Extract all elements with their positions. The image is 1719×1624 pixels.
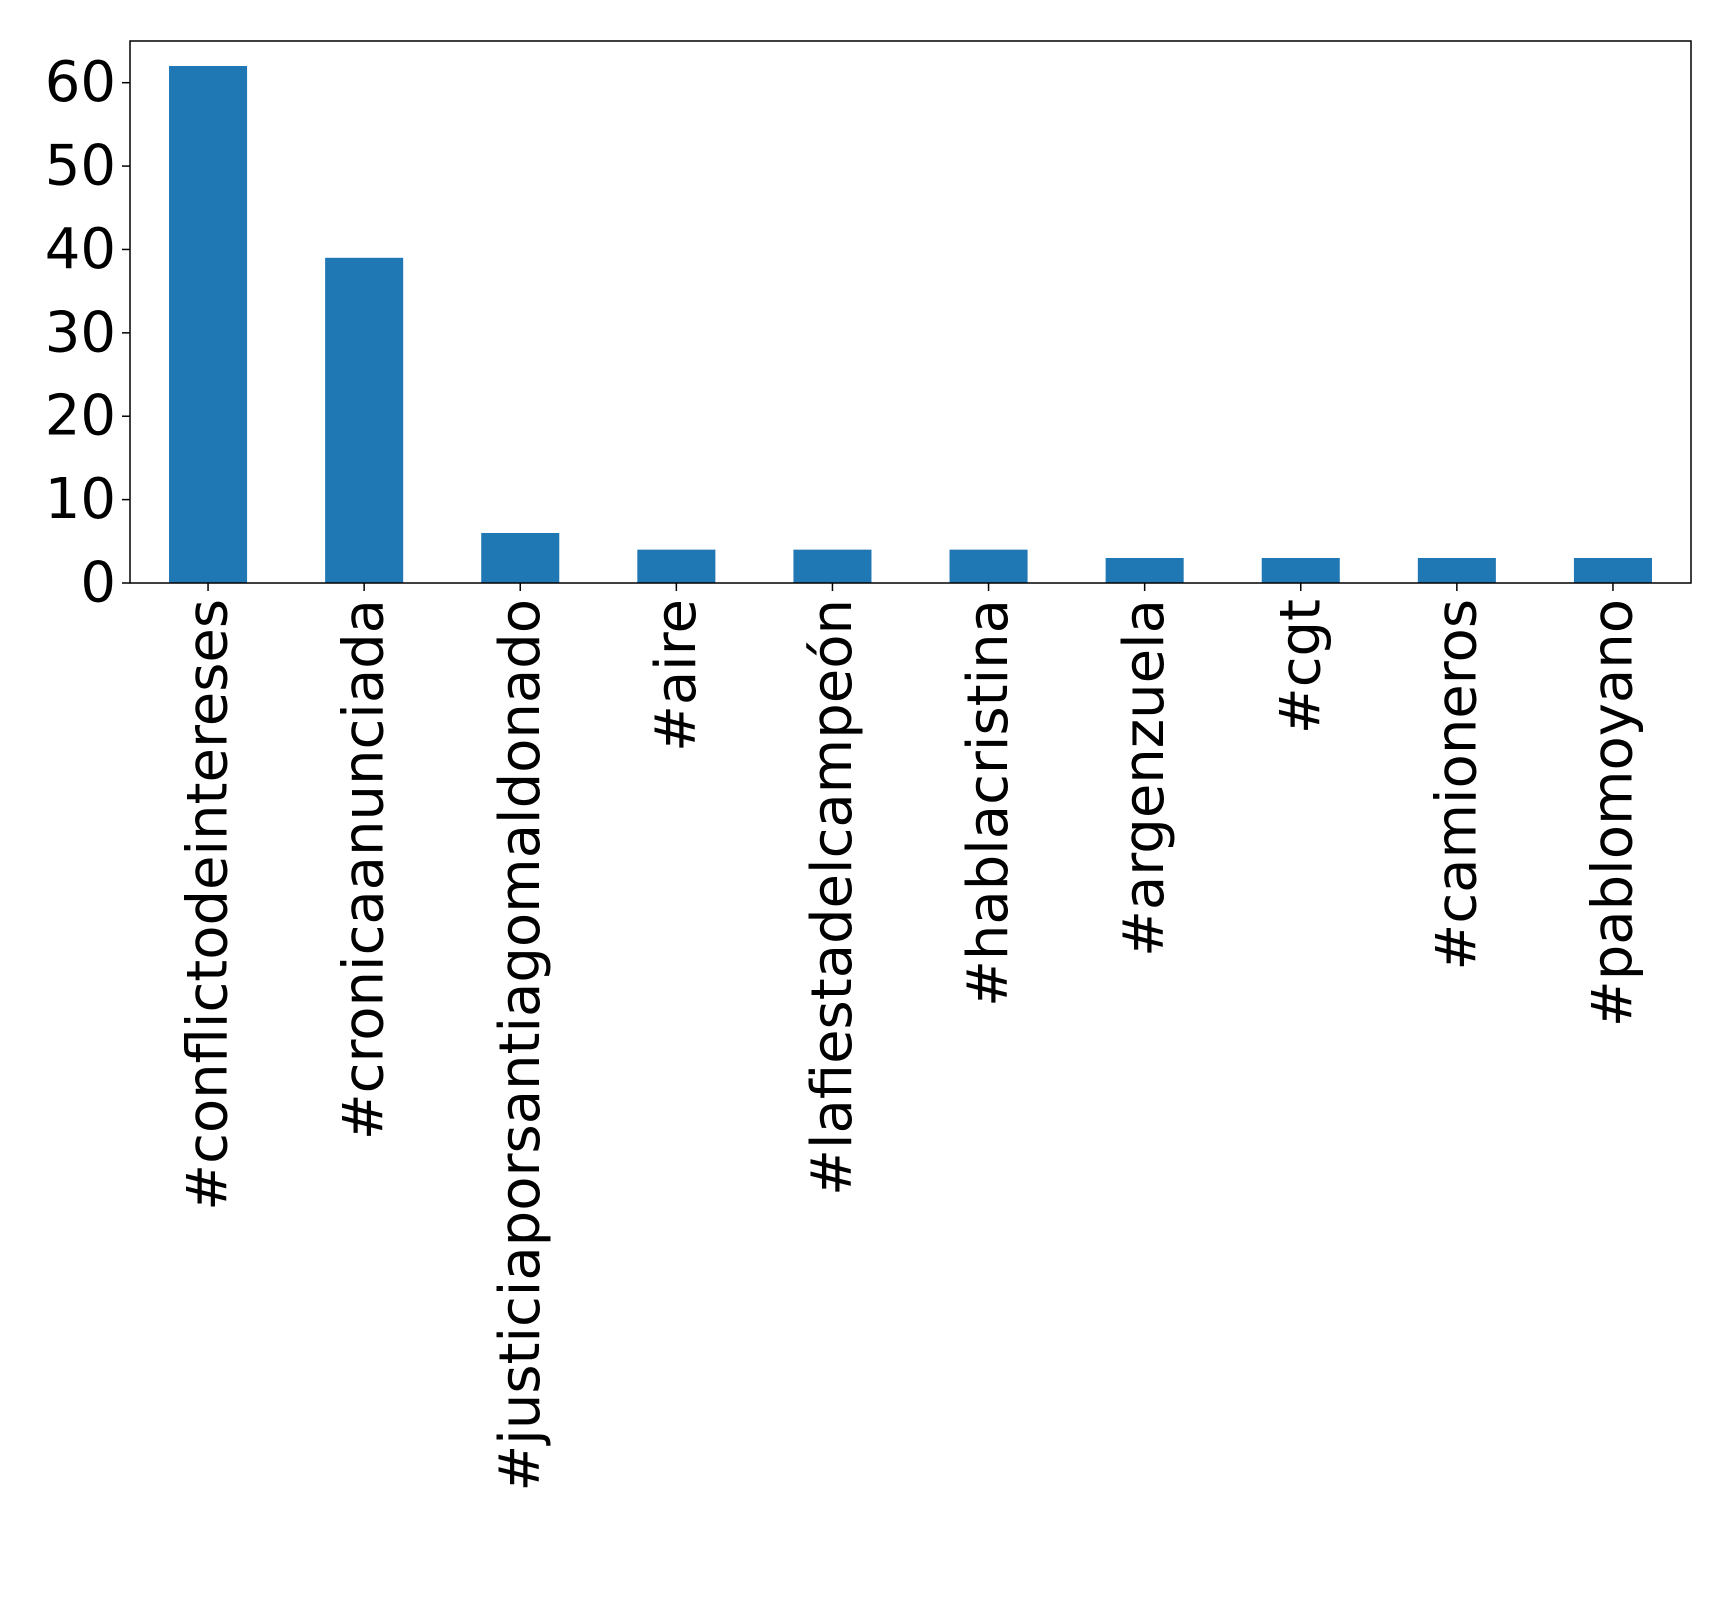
bar <box>325 257 404 583</box>
x-category-label: #hablacristina <box>956 599 1021 1007</box>
bar <box>1261 557 1340 583</box>
x-category-label: #argenzuela <box>1112 599 1177 957</box>
y-tick-label: 60 <box>45 50 116 115</box>
y-tick-label: 0 <box>80 551 116 616</box>
bar <box>1573 557 1652 583</box>
x-category-label: #cgt <box>1268 599 1333 734</box>
y-tick-label: 40 <box>45 217 116 282</box>
y-tick-label: 20 <box>45 384 116 449</box>
plot-frame <box>129 40 1692 584</box>
x-category-label: #pablomoyano <box>1580 599 1645 1027</box>
bars-layer <box>169 66 1652 583</box>
y-tick-label: 50 <box>45 134 116 199</box>
bar <box>949 549 1028 583</box>
x-category-label: #lafiestadelcampeón <box>800 599 865 1196</box>
bar <box>793 549 872 583</box>
bar <box>481 532 560 583</box>
bar <box>637 549 716 583</box>
y-tick-label: 10 <box>45 467 116 532</box>
bar <box>1417 557 1496 583</box>
y-axis: 0 10 20 30 40 50 60 <box>45 50 130 616</box>
x-category-label: #justiciaporsantiagomaldonado <box>488 599 553 1492</box>
y-tick-label: 30 <box>45 300 116 365</box>
x-category-label: #aire <box>644 599 709 752</box>
x-category-label: #cronicaanunciada <box>332 599 397 1140</box>
x-category-label: #camioneros <box>1424 599 1489 971</box>
x-category-label: #conflictodeintereses <box>176 599 241 1211</box>
x-axis: #conflictodeintereses #cronicaanunciada #j… <box>176 583 1645 1492</box>
bar <box>1105 557 1184 583</box>
bar <box>169 66 248 583</box>
